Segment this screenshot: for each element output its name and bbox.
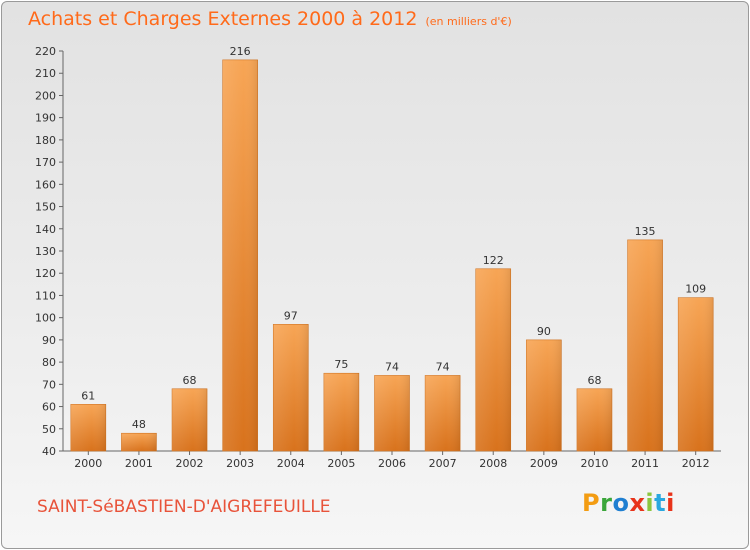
y-tick-label: 190 [35, 112, 56, 125]
data-label-2011: 135 [635, 225, 656, 238]
y-tick-label: 150 [35, 201, 56, 214]
y-tick-label: 200 [35, 89, 56, 102]
bar-shade-2011 [627, 239, 663, 451]
proxiti-logo: Proxiti [582, 489, 675, 517]
x-tick-label-2003: 2003 [226, 457, 254, 470]
y-tick-label: 90 [42, 334, 56, 347]
x-tick-label-2008: 2008 [479, 457, 507, 470]
y-tick-label: 60 [42, 401, 56, 414]
y-tick-label: 170 [35, 156, 56, 169]
bar-shade-2003 [222, 59, 258, 452]
chart-title: Achats et Charges Externes 2000 à 2012 (e… [28, 8, 512, 30]
x-tick-label-2011: 2011 [631, 457, 659, 470]
bar-shade-2006 [374, 375, 410, 451]
x-tick-label-2010: 2010 [580, 457, 608, 470]
y-tick-label: 80 [42, 356, 56, 369]
data-label-2003: 216 [230, 45, 251, 58]
x-tick-label-2000: 2000 [74, 457, 102, 470]
y-tick-label: 140 [35, 223, 56, 236]
y-tick-label: 50 [42, 423, 56, 436]
brand-letter: r [600, 489, 613, 517]
y-tick-label: 40 [42, 445, 56, 458]
data-label-2012: 109 [685, 283, 706, 296]
brand-letter: i [666, 489, 675, 517]
x-tick-label-2007: 2007 [429, 457, 457, 470]
y-tick-label: 210 [35, 67, 56, 80]
bar-shade-2009 [526, 339, 562, 451]
bar-shade-2002 [172, 388, 208, 451]
brand-letter: P [582, 489, 601, 517]
bar-shade-2001 [121, 433, 157, 451]
x-tick-label-2012: 2012 [682, 457, 710, 470]
data-label-2005: 75 [334, 358, 348, 371]
data-label-2000: 61 [81, 389, 95, 402]
bar-shade-2008 [475, 268, 511, 451]
x-tick-label-2006: 2006 [378, 457, 406, 470]
bar-shade-2004 [273, 324, 309, 451]
data-label-2004: 97 [284, 309, 298, 322]
brand-letter: t [654, 489, 667, 517]
y-tick-label: 110 [35, 289, 56, 302]
x-tick-label-2002: 2002 [176, 457, 204, 470]
chart-subtitle: (en milliers d'€) [425, 15, 512, 28]
x-tick-label-2004: 2004 [277, 457, 305, 470]
brand-letter: x [629, 489, 646, 517]
x-tick-label-2005: 2005 [327, 457, 355, 470]
bar-shade-2005 [323, 373, 359, 451]
data-label-2001: 48 [132, 418, 146, 431]
bar-shade-2007 [425, 375, 461, 451]
y-tick-label: 220 [35, 45, 56, 58]
y-tick-label: 180 [35, 134, 56, 147]
commune-name: SAINT-SéBASTIEN-D'AIGREFEUILLE [37, 497, 331, 517]
chart-title-text: Achats et Charges Externes 2000 à 2012 [28, 8, 418, 30]
data-label-2010: 68 [587, 374, 601, 387]
x-tick-label-2009: 2009 [530, 457, 558, 470]
y-tick-label: 70 [42, 378, 56, 391]
bar-shade-2000 [70, 404, 106, 451]
data-label-2008: 122 [483, 254, 504, 267]
brand-letter: i [645, 489, 655, 517]
y-tick-label: 160 [35, 178, 56, 191]
data-label-2006: 74 [385, 360, 399, 373]
brand-letter: o [612, 489, 630, 517]
data-label-2007: 74 [436, 360, 450, 373]
y-tick-label: 100 [35, 312, 56, 325]
data-label-2002: 68 [183, 374, 197, 387]
data-label-2009: 90 [537, 325, 551, 338]
y-tick-label: 120 [35, 267, 56, 280]
x-tick-label-2001: 2001 [125, 457, 153, 470]
y-tick-label: 130 [35, 245, 56, 258]
bar-shade-2012 [678, 297, 714, 451]
bar-shade-2010 [576, 388, 612, 451]
